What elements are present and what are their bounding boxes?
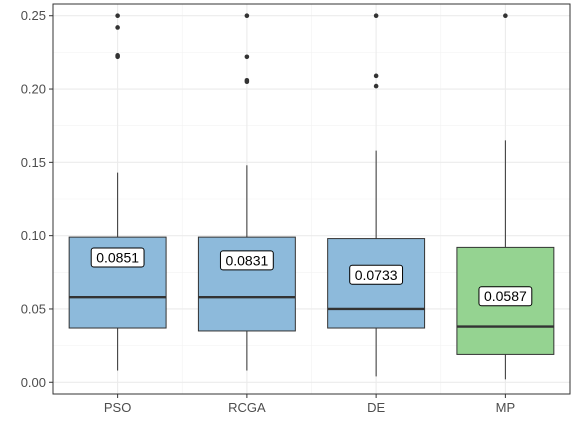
y-tick-label: 0.25 <box>21 8 46 23</box>
iqr-box <box>68 236 167 329</box>
y-tick-label: 0.05 <box>21 301 46 316</box>
x-tick-label: DE <box>367 400 385 415</box>
box-de: 0.0733 <box>327 13 426 377</box>
y-axis: 0.00 0.05 0.10 0.15 0.20 0.25 <box>21 8 53 390</box>
y-tick-label: 0.20 <box>21 82 46 97</box>
y-tick-label: 0.15 <box>21 155 46 170</box>
outlier-point <box>115 53 120 58</box>
mean-value-label: 0.0587 <box>478 286 533 307</box>
y-tick-label: 0.10 <box>21 228 46 243</box>
x-tick-label: PSO <box>104 400 131 415</box>
mean-value-text: 0.0851 <box>96 250 139 266</box>
outlier-point <box>115 25 120 30</box>
panel-border <box>52 3 571 395</box>
mean-value-box <box>219 250 274 271</box>
x-axis: PSO RCGA DE MP <box>104 394 515 415</box>
outlier-point <box>244 54 250 60</box>
box-mp: 0.0587 <box>456 13 555 380</box>
outlier-point <box>373 13 379 19</box>
outlier-point <box>373 83 379 89</box>
mean-value-box <box>90 247 145 268</box>
outlier-point <box>244 77 250 83</box>
mean-value-label: 0.0733 <box>349 264 404 285</box>
mean-value-text: 0.0733 <box>355 267 398 283</box>
box-pso: 0.0851 <box>68 13 167 371</box>
mean-value-box <box>349 264 404 285</box>
mean-value-text: 0.0587 <box>484 288 527 304</box>
box-rcga: 0.0831 <box>197 13 296 371</box>
outlier-point <box>115 13 120 19</box>
mean-value-label: 0.0851 <box>90 247 145 268</box>
x-tick-label: MP <box>496 400 516 415</box>
outlier-point <box>503 13 508 19</box>
mean-value-label: 0.0831 <box>219 250 274 271</box>
boxes: 0.0851 0.0831 0.0733 0.0587 <box>68 13 555 380</box>
outlier-point <box>373 73 379 79</box>
y-tick-label: 0.00 <box>21 375 46 390</box>
x-tick-label: RCGA <box>228 400 266 415</box>
mean-value-box <box>478 286 533 307</box>
outlier-point <box>244 13 250 19</box>
mean-value-text: 0.0831 <box>225 252 268 268</box>
